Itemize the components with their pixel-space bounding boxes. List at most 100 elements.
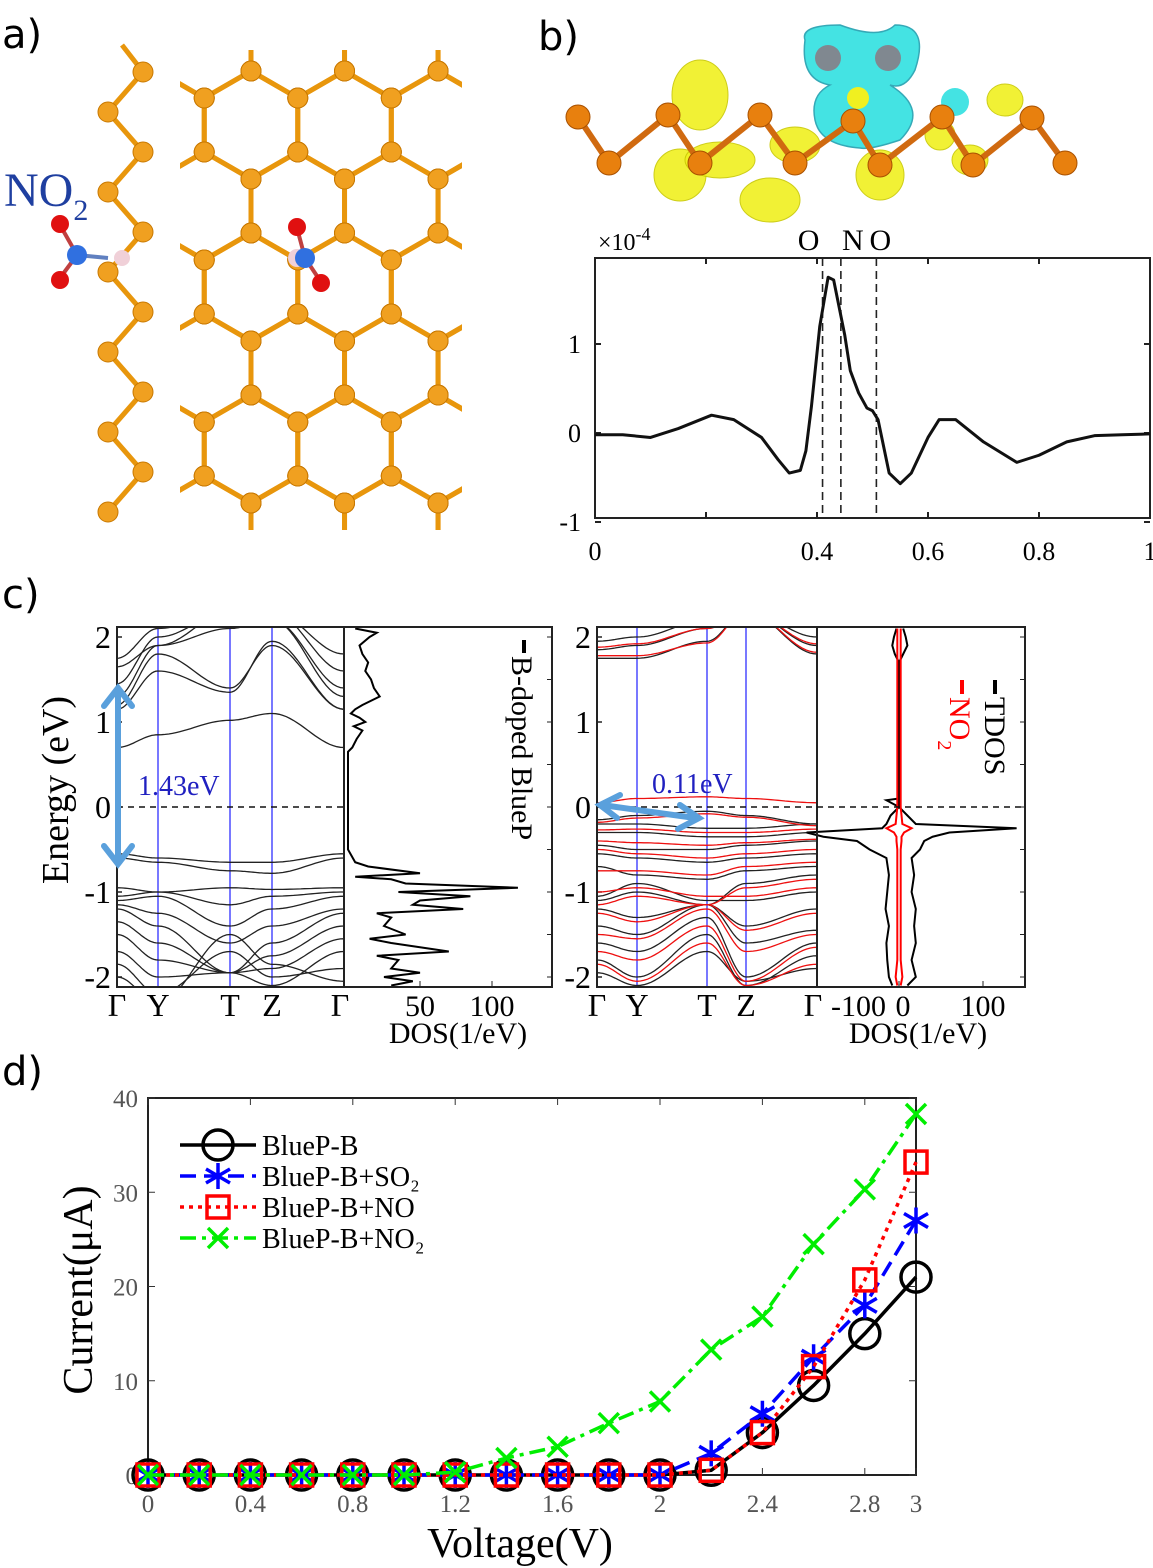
phosphorus-atom [147, 169, 167, 189]
p-p-bond [64, 476, 111, 503]
p-p-bond [485, 233, 532, 260]
phosphorus-atom [662, 250, 682, 270]
x-tick-label: 0.8 [1023, 537, 1056, 566]
band-gap-label: 0.11eV [652, 769, 733, 800]
phosphorus-atom [522, 223, 542, 243]
p-p-bond [345, 0, 392, 17]
phosphorus-atom [334, 384, 356, 406]
p-p-bond [111, 0, 158, 17]
x-axis-label: DOS(1/eV) [849, 1017, 987, 1050]
phosphorus-atom [147, 547, 167, 567]
p-p-bond [391, 557, 438, 584]
y-tick-label: 10 [113, 1369, 138, 1396]
phosphorus-atom [381, 574, 401, 594]
p-p-bond [485, 152, 532, 179]
p-p-bond [532, 476, 579, 503]
p-p-bond [485, 395, 532, 422]
phosphorus-atom [615, 7, 635, 27]
p-p-bond [625, 557, 672, 584]
band-line [117, 712, 344, 749]
scale-base: ×10 [598, 230, 636, 256]
phosphorus-atom [147, 547, 167, 567]
data-point [290, 1463, 313, 1487]
band-line [117, 644, 344, 710]
p-p-bond [485, 476, 532, 503]
phosphorus-atom [615, 61, 635, 81]
phosphorus-atom [428, 655, 448, 675]
phosphorus-atom [568, 466, 588, 486]
band-line [597, 950, 817, 987]
phosphorus-atom [929, 104, 955, 130]
data-point [647, 1462, 673, 1488]
p-p-bond [17, 476, 64, 503]
phosphorus-atom [380, 465, 402, 487]
y-tick-label: 1 [575, 704, 591, 740]
phosphorus-atom [101, 304, 121, 324]
phosphorus-atom [147, 331, 167, 351]
phosphorus-atom [288, 574, 308, 594]
phosphorus-atom [522, 223, 542, 243]
phosphorus-atom [193, 249, 215, 271]
p-p-bond [391, 638, 438, 665]
oxygen-atom [51, 215, 69, 233]
p-p-bond [485, 557, 532, 584]
p-p-bond [157, 557, 204, 584]
phosphorus-atom [475, 574, 495, 594]
band-line [597, 823, 817, 829]
band-line [597, 828, 817, 834]
p-p-bond [532, 395, 579, 422]
phosphorus-atom [522, 493, 542, 513]
phosphorus-atom [132, 461, 154, 483]
phosphorus-atom [101, 304, 121, 324]
p-p-bond [625, 557, 672, 584]
p-p-bond [532, 152, 579, 179]
scale-exponent: -4 [636, 224, 651, 244]
p-p-bond [485, 233, 532, 260]
phosphorus-atom [615, 61, 635, 81]
y-tick-label: -1 [559, 508, 581, 537]
p-p-bond [672, 233, 719, 260]
p-p-bond [17, 233, 64, 260]
phosphorus-atom [380, 303, 402, 325]
kpoint-label: T [697, 987, 717, 1023]
phosphorus-atom [334, 492, 356, 514]
band-line [597, 627, 817, 657]
data-point [597, 1411, 621, 1435]
phosphorus-atom [54, 61, 74, 81]
p-p-bond [578, 557, 625, 584]
phosphorus-atom [475, 304, 495, 324]
panel-label-c: c) [2, 572, 40, 618]
x-tick-label: 0.4 [801, 537, 834, 566]
oxygen-atom [312, 274, 330, 292]
phosphorus-atom [568, 250, 588, 270]
phosphorus-atom [522, 385, 542, 405]
phosphorus-atom [568, 250, 588, 270]
p-p-bond [438, 638, 485, 665]
p-p-bond [672, 395, 719, 422]
phosphorus-atom [615, 169, 635, 189]
kpoint-label: Γ [331, 987, 350, 1023]
phosphorus-atom [475, 412, 495, 432]
p-p-bond [298, 557, 345, 584]
band-line [597, 840, 817, 851]
p-p-bond [532, 152, 579, 179]
phosphorus-atom [522, 169, 542, 189]
p-p-bond [251, 557, 298, 584]
phosphorus-atom [241, 547, 261, 567]
p-p-bond [485, 0, 532, 17]
p-p-bond [485, 557, 532, 584]
molecule-label: NO2 [4, 164, 88, 227]
p-p-bond [157, 0, 204, 17]
charge-accumulation-isosurface [986, 83, 1024, 117]
phosphorus-atom [54, 385, 74, 405]
band-line [117, 627, 344, 672]
p-p-bond [578, 557, 625, 584]
data-point [751, 1305, 774, 1328]
phosphorus-atom [522, 547, 542, 567]
phosphorus-atom [709, 331, 729, 351]
p-p-bond [391, 557, 438, 584]
p-p-bond [251, 557, 298, 584]
phosphorus-atom [381, 574, 401, 594]
phosphorus-atom [615, 493, 635, 513]
